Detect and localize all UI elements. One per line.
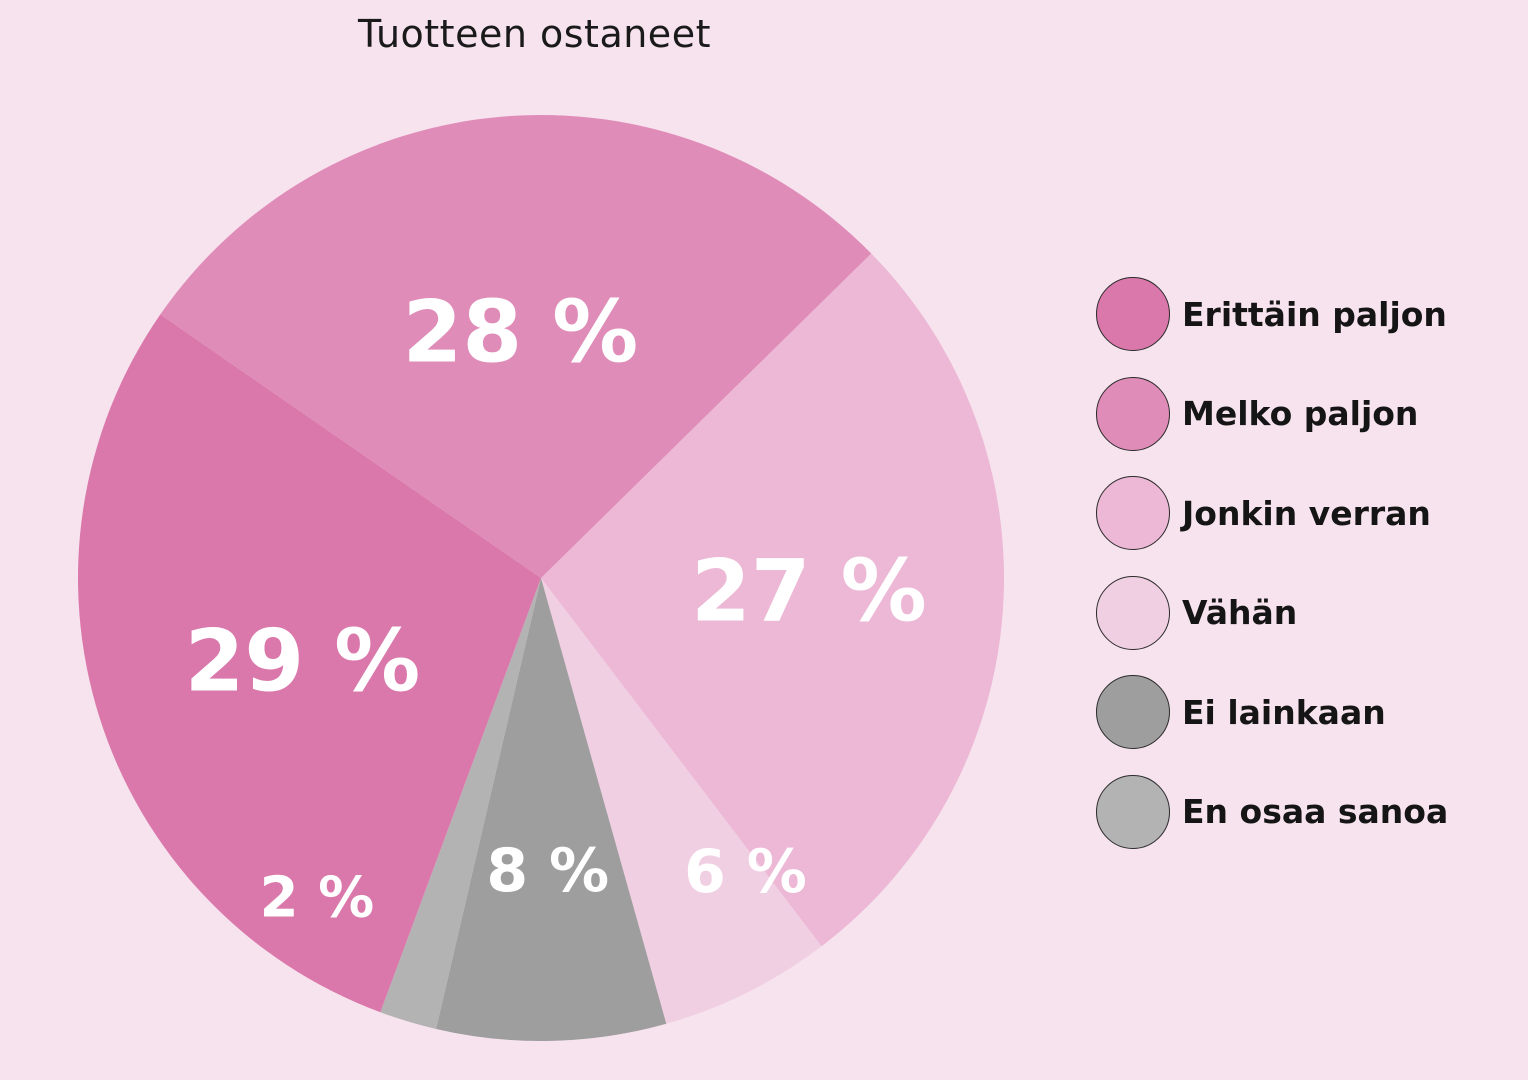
legend-item: Jonkin verran (1096, 475, 1448, 551)
legend-swatch (1096, 376, 1170, 451)
legend-label: Jonkin verran (1182, 493, 1431, 533)
pie-slice-6 (380, 578, 541, 1029)
slice-label-5: 8 % (486, 836, 609, 906)
legend-item: Melko paljon (1096, 376, 1448, 452)
slice-label-3: 27 % (691, 542, 927, 642)
slice-label-4: 6 % (684, 837, 807, 907)
legend-label: Melko paljon (1182, 394, 1419, 433)
pie-slice-2 (160, 115, 872, 578)
slice-label-2: 28 % (403, 283, 639, 383)
legend-label: Erittäin paljon (1182, 294, 1447, 334)
legend-swatch (1096, 277, 1170, 351)
legend: Erittäin paljon Melko paljon Jonkin verran… (1096, 276, 1448, 873)
slice-label-1: 29 % (185, 612, 421, 712)
legend-label: Vähän (1182, 593, 1298, 632)
pie-slice-4 (541, 578, 822, 1024)
legend-swatch (1096, 476, 1170, 550)
legend-swatch (1096, 774, 1170, 849)
legend-item: Ei lainkaan (1096, 674, 1448, 750)
pie-slice-3 (541, 253, 1004, 947)
legend-label: Ei lainkaan (1182, 692, 1386, 732)
legend-label: En osaa sanoa (1182, 792, 1449, 831)
pie-slice-5 (436, 578, 667, 1041)
legend-item: Erittäin paljon (1096, 276, 1448, 352)
legend-swatch (1096, 675, 1170, 749)
slice-label-6: 2 % (260, 866, 375, 931)
chart-title: Tuotteen ostaneet (358, 12, 711, 56)
legend-item: En osaa sanoa (1096, 774, 1448, 850)
legend-item: Vähän (1096, 575, 1448, 651)
pie-slice-1 (77, 314, 542, 1013)
legend-swatch (1096, 575, 1170, 650)
